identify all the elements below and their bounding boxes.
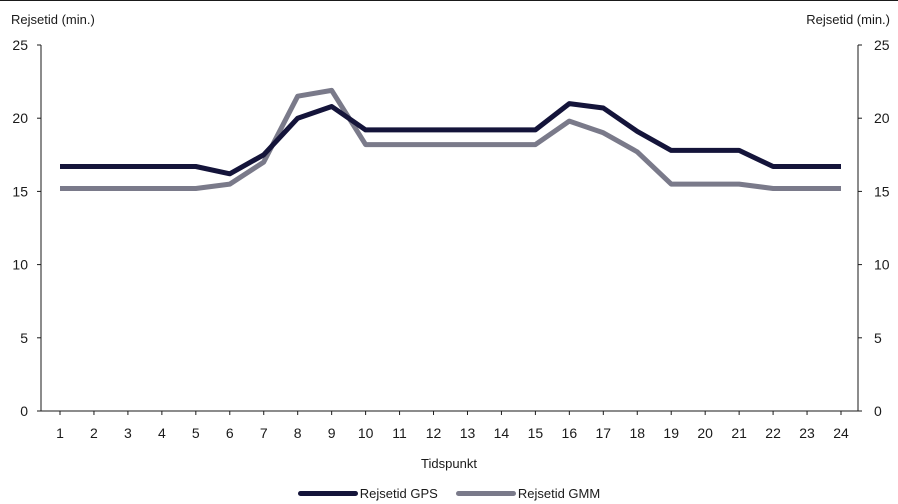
x-tick-label: 13 [460,425,476,441]
x-tick-label: 12 [426,425,442,441]
y-axis-title-right: Rejsetid (min.) [806,12,890,27]
series-line-gps [60,101,841,177]
x-tick-label: 16 [562,425,578,441]
x-tick-label: 14 [494,425,510,441]
legend-item-gmm: Rejsetid GMM [455,486,601,501]
x-tick-label: 18 [629,425,645,441]
y-tick-label-left: 20 [12,110,28,126]
y-tick-label-right: 10 [874,257,890,273]
x-tick-label: 21 [731,425,747,441]
series-line-gmm [60,87,841,191]
x-tick-label: 7 [260,425,268,441]
x-tick-label: 5 [192,425,200,441]
y-tick-label-right: 20 [874,110,890,126]
legend-label-gmm: Rejsetid GMM [517,486,601,501]
x-axis-title: Tidspunkt [421,456,477,471]
x-tick-label: 10 [358,425,374,441]
x-tick-label: 20 [697,425,713,441]
legend-item-gps: Rejsetid GPS [297,486,438,501]
x-tick-label: 9 [328,425,336,441]
y-tick-label-right: 15 [874,183,890,199]
x-tick-label: 22 [765,425,781,441]
y-axis-title-left: Rejsetid (min.) [11,12,95,27]
y-tick-label-left: 10 [12,257,28,273]
y-tick-label-right: 0 [874,403,882,419]
legend: Rejsetid GPS Rejsetid GMM [0,486,898,501]
x-tick-label: 15 [528,425,544,441]
x-tick-label: 11 [392,425,407,441]
y-tick-label-left: 5 [20,330,28,346]
x-tick-label: 24 [833,425,849,441]
y-tick-label-left: 0 [20,403,28,419]
x-tick-label: 8 [294,425,302,441]
x-tick-label: 2 [90,425,98,441]
x-tick-label: 4 [158,425,166,441]
x-tick-label: 3 [124,425,132,441]
x-tick-label: 1 [56,425,64,441]
x-tick-label: 23 [799,425,815,441]
legend-label-gps: Rejsetid GPS [359,486,438,501]
x-tick-label: 17 [596,425,612,441]
y-tick-label-left: 25 [12,37,28,53]
y-tick-label-right: 25 [874,37,890,53]
legend-swatch-gmm [455,491,516,496]
y-tick-label-right: 5 [874,330,882,346]
x-tick-label: 19 [663,425,679,441]
x-tick-label: 6 [226,425,234,441]
legend-swatch-gps [297,491,358,496]
y-tick-label-left: 15 [12,183,28,199]
